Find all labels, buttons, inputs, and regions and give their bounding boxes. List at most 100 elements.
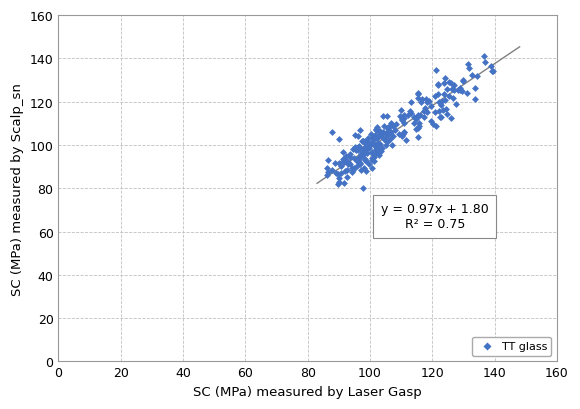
- Point: [335, 176, 344, 182]
- Point: [395, 113, 404, 120]
- Legend: TT glass: TT glass: [472, 337, 552, 356]
- Point: [390, 128, 400, 134]
- Point: [419, 109, 429, 115]
- Point: [339, 180, 349, 187]
- Point: [431, 67, 440, 74]
- Point: [371, 146, 380, 153]
- Point: [367, 166, 376, 172]
- Point: [338, 149, 347, 156]
- Point: [388, 133, 397, 140]
- Point: [407, 100, 416, 106]
- Point: [352, 163, 361, 169]
- Point: [341, 154, 350, 160]
- Point: [358, 185, 367, 191]
- Point: [350, 133, 360, 139]
- Point: [458, 77, 467, 84]
- Point: [340, 169, 349, 175]
- Point: [488, 68, 498, 75]
- Point: [421, 97, 430, 103]
- Point: [417, 97, 426, 103]
- Point: [365, 145, 374, 152]
- Point: [361, 158, 371, 165]
- Point: [364, 145, 373, 151]
- Point: [429, 121, 438, 128]
- Point: [381, 142, 390, 148]
- Point: [354, 155, 363, 162]
- Point: [334, 161, 343, 167]
- Point: [415, 123, 424, 130]
- Point: [343, 160, 353, 166]
- Point: [419, 115, 429, 121]
- Point: [345, 155, 354, 161]
- Point: [367, 155, 376, 162]
- Point: [372, 147, 382, 154]
- Point: [458, 89, 467, 95]
- Point: [339, 159, 348, 165]
- Point: [377, 131, 386, 138]
- Point: [351, 145, 360, 151]
- Point: [362, 150, 371, 157]
- Point: [385, 137, 394, 143]
- Point: [440, 91, 449, 98]
- Point: [434, 109, 444, 115]
- Point: [356, 146, 365, 153]
- Point: [371, 133, 380, 139]
- Point: [373, 141, 382, 148]
- Point: [412, 117, 421, 124]
- Point: [400, 113, 409, 119]
- Point: [332, 170, 341, 177]
- Point: [387, 142, 397, 148]
- Point: [374, 148, 383, 154]
- Point: [365, 143, 374, 149]
- Point: [377, 145, 386, 152]
- Point: [406, 110, 415, 117]
- Point: [367, 132, 376, 138]
- Point: [470, 85, 480, 92]
- Point: [336, 164, 346, 171]
- Point: [389, 124, 398, 130]
- Point: [442, 106, 451, 113]
- Point: [433, 82, 443, 88]
- Point: [327, 129, 336, 136]
- Point: [447, 86, 456, 92]
- Point: [369, 158, 379, 164]
- Point: [351, 147, 361, 154]
- Point: [430, 110, 440, 116]
- Point: [399, 115, 408, 121]
- Point: [455, 88, 465, 94]
- Point: [354, 134, 363, 140]
- Point: [443, 87, 452, 93]
- Point: [365, 161, 374, 167]
- Point: [378, 113, 387, 120]
- Point: [436, 114, 445, 121]
- Point: [409, 121, 418, 127]
- Point: [324, 169, 333, 176]
- Point: [383, 126, 393, 133]
- Point: [322, 165, 331, 171]
- Point: [376, 148, 386, 155]
- Point: [379, 129, 388, 135]
- Point: [467, 73, 477, 79]
- Point: [414, 113, 423, 120]
- Point: [365, 140, 375, 147]
- Point: [447, 80, 456, 87]
- Point: [434, 91, 443, 98]
- Point: [372, 126, 381, 133]
- Point: [373, 128, 382, 135]
- Point: [415, 113, 425, 119]
- Point: [371, 151, 380, 157]
- Point: [362, 139, 372, 145]
- Point: [421, 106, 430, 112]
- Point: [386, 123, 395, 130]
- Point: [383, 124, 393, 131]
- Point: [334, 172, 343, 178]
- Point: [367, 151, 376, 157]
- Point: [357, 167, 366, 174]
- Point: [371, 142, 380, 148]
- Point: [400, 129, 409, 136]
- Point: [382, 138, 391, 145]
- Point: [359, 147, 368, 154]
- Point: [404, 112, 413, 119]
- Point: [397, 117, 407, 123]
- Point: [433, 83, 443, 90]
